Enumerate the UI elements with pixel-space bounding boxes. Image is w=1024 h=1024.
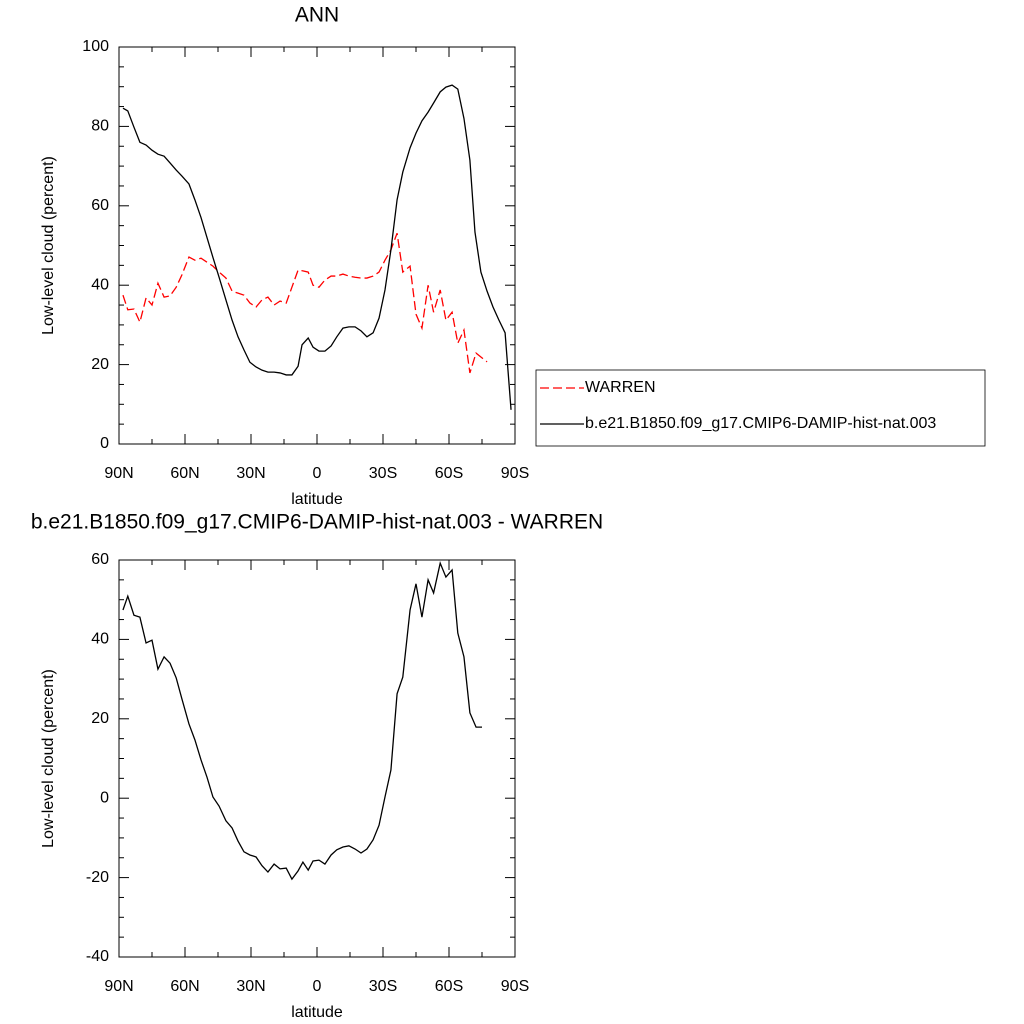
y-tick-label: 20 <box>91 356 109 373</box>
y-axis-label: Low-level cloud (percent) <box>40 669 57 848</box>
y-tick-label: 40 <box>91 276 109 293</box>
plot-frame <box>118 46 516 445</box>
data-line <box>122 561 482 881</box>
x-tick-label: 90S <box>501 978 529 995</box>
legend-label: b.e21.B1850.f09_g17.CMIP6-DAMIP-hist-nat… <box>585 415 936 432</box>
plot-frame <box>118 559 516 958</box>
chart-title: b.e21.B1850.f09_g17.CMIP6-DAMIP-hist-nat… <box>31 511 603 534</box>
x-tick-label: 90N <box>104 978 133 995</box>
y-tick-label: 0 <box>100 789 109 806</box>
x-tick-label: 0 <box>313 978 322 995</box>
x-tick-label: 0 <box>313 465 322 482</box>
y-tick-label: -20 <box>86 869 109 886</box>
data-line <box>122 84 512 410</box>
legend-label: WARREN <box>585 379 656 396</box>
y-axis-label: Low-level cloud (percent) <box>40 156 57 335</box>
data-line <box>122 232 488 374</box>
y-tick-label: -40 <box>86 948 109 965</box>
y-tick-label: 80 <box>91 118 109 135</box>
x-tick-label: 90N <box>104 465 133 482</box>
y-tick-label: 40 <box>91 631 109 648</box>
y-tick-label: 60 <box>91 551 109 568</box>
y-tick-label: 20 <box>91 710 109 727</box>
x-axis-label: latitude <box>291 491 343 508</box>
x-tick-label: 60N <box>170 465 199 482</box>
x-tick-label: 30S <box>369 465 397 482</box>
y-tick-label: 100 <box>82 38 109 55</box>
x-tick-label: 30S <box>369 978 397 995</box>
chart-title: ANN <box>295 4 339 27</box>
x-tick-label: 30N <box>236 978 265 995</box>
x-tick-label: 60S <box>435 465 463 482</box>
x-tick-label: 30N <box>236 465 265 482</box>
legend-box <box>535 369 986 447</box>
y-tick-label: 60 <box>91 197 109 214</box>
x-axis-label: latitude <box>291 1004 343 1021</box>
x-tick-label: 60N <box>170 978 199 995</box>
x-tick-label: 90S <box>501 465 529 482</box>
x-tick-label: 60S <box>435 978 463 995</box>
y-tick-label: 0 <box>100 435 109 452</box>
